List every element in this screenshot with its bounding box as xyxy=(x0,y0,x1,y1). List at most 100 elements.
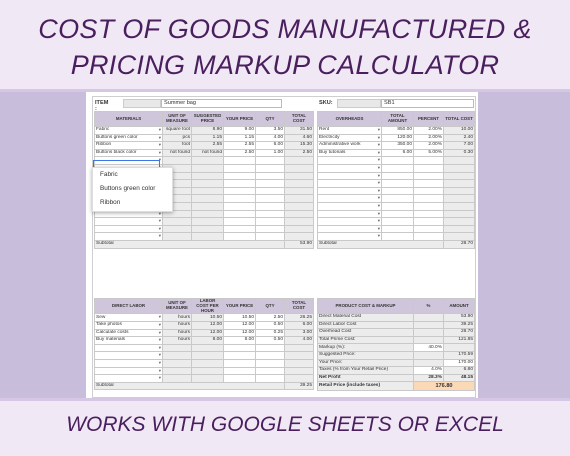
amount-cell[interactable]: 170.00 xyxy=(443,358,475,368)
amount-input[interactable] xyxy=(381,171,414,181)
percent-cell[interactable]: 40.0% xyxy=(413,343,444,352)
your-price-input[interactable] xyxy=(223,156,256,165)
qty-input[interactable] xyxy=(255,217,285,226)
percent-input[interactable] xyxy=(413,194,444,203)
qty-input[interactable] xyxy=(255,224,285,234)
dropdown-option[interactable]: Fabric xyxy=(100,171,118,178)
percent-input[interactable] xyxy=(413,186,444,196)
amount-input[interactable] xyxy=(381,194,414,203)
amount-input[interactable] xyxy=(381,224,414,234)
item-select[interactable]: Buy materials xyxy=(94,336,163,345)
amount-input[interactable] xyxy=(381,156,414,165)
qty-input[interactable] xyxy=(255,194,285,203)
overhead-select[interactable] xyxy=(317,179,382,188)
item-select[interactable]: Buttons black color xyxy=(94,148,163,158)
qty-input[interactable]: 6.00 xyxy=(255,141,285,150)
item-select[interactable] xyxy=(94,217,163,226)
your-price-input[interactable] xyxy=(223,358,256,368)
item-select[interactable]: Buttons green color xyxy=(94,133,163,143)
your-price-input[interactable]: 2.55 xyxy=(223,141,256,150)
amount-input[interactable] xyxy=(381,179,414,188)
your-price-input[interactable] xyxy=(223,366,256,376)
percent-input[interactable] xyxy=(413,179,444,188)
percent-input[interactable] xyxy=(413,171,444,181)
amount-input[interactable] xyxy=(381,217,414,226)
your-price-input[interactable] xyxy=(223,343,256,353)
your-price-input[interactable] xyxy=(223,224,256,234)
overhead-select[interactable] xyxy=(317,194,382,203)
qty-input[interactable]: 4.00 xyxy=(255,133,285,143)
item-select[interactable] xyxy=(94,343,163,353)
item-select[interactable]: Calculate costs xyxy=(94,328,163,338)
percent-input[interactable]: 2.00% xyxy=(413,126,444,135)
overhead-select[interactable] xyxy=(317,156,382,165)
your-price-input[interactable]: 1.15 xyxy=(223,133,256,143)
qty-input[interactable] xyxy=(255,351,285,360)
your-price-input[interactable]: 12.00 xyxy=(223,328,256,338)
qty-input[interactable]: 3.50 xyxy=(255,126,285,135)
percent-input[interactable] xyxy=(413,217,444,226)
your-price-input[interactable] xyxy=(223,209,256,219)
item-select[interactable] xyxy=(94,366,163,376)
your-price-input[interactable]: 2.50 xyxy=(223,148,256,158)
item-input[interactable]: Summer bag xyxy=(161,99,282,108)
overhead-select[interactable] xyxy=(317,186,382,196)
amount-input[interactable] xyxy=(381,201,414,211)
qty-input[interactable] xyxy=(255,201,285,211)
percent-input[interactable] xyxy=(413,163,444,173)
qty-input[interactable] xyxy=(255,232,285,241)
qty-input[interactable] xyxy=(255,156,285,165)
your-price-input[interactable] xyxy=(223,374,256,383)
your-price-input[interactable] xyxy=(223,351,256,360)
your-price-input[interactable] xyxy=(223,163,256,173)
percent-input[interactable] xyxy=(413,232,444,241)
qty-input[interactable] xyxy=(255,374,285,383)
item-select[interactable] xyxy=(94,374,163,383)
item-select[interactable]: Sew xyxy=(94,313,163,322)
overhead-select[interactable] xyxy=(317,201,382,211)
amount-input[interactable]: 850.00 xyxy=(381,126,414,135)
overhead-select[interactable]: Electricity xyxy=(317,133,382,143)
your-price-input[interactable]: 8.00 xyxy=(223,336,256,345)
item-select[interactable] xyxy=(94,224,163,234)
overhead-select[interactable] xyxy=(317,171,382,181)
qty-input[interactable]: 0.50 xyxy=(255,321,285,330)
percent-input[interactable] xyxy=(413,209,444,219)
percent-cell[interactable]: 4.0% xyxy=(413,366,444,375)
your-price-input[interactable] xyxy=(223,194,256,203)
percent-input[interactable]: 2.00% xyxy=(413,141,444,150)
item-select[interactable] xyxy=(94,351,163,360)
item-select[interactable] xyxy=(94,358,163,368)
qty-input[interactable]: 0.50 xyxy=(255,336,285,345)
overhead-select[interactable] xyxy=(317,224,382,234)
percent-input[interactable] xyxy=(413,201,444,211)
dropdown-option[interactable]: Ribbon xyxy=(100,199,121,206)
amount-input[interactable]: 120.00 xyxy=(381,133,414,143)
your-price-input[interactable]: 12.00 xyxy=(223,321,256,330)
qty-input[interactable] xyxy=(255,209,285,219)
amount-input[interactable]: 350.00 xyxy=(381,141,414,150)
qty-input[interactable]: 1.00 xyxy=(255,148,285,158)
your-price-input[interactable] xyxy=(223,186,256,196)
percent-input[interactable]: 2.00% xyxy=(413,133,444,143)
qty-input[interactable] xyxy=(255,343,285,353)
qty-input[interactable]: 2.50 xyxy=(255,313,285,322)
item-select[interactable]: Ribbon xyxy=(94,141,163,150)
overhead-select[interactable] xyxy=(317,209,382,219)
qty-input[interactable] xyxy=(255,171,285,181)
percent-input[interactable] xyxy=(413,224,444,234)
sku-input[interactable]: SB1 xyxy=(381,99,474,108)
your-price-input[interactable] xyxy=(223,201,256,211)
your-price-input[interactable]: 9.00 xyxy=(223,126,256,135)
qty-input[interactable] xyxy=(255,366,285,376)
item-select[interactable]: Fabric xyxy=(94,126,163,135)
amount-input[interactable] xyxy=(381,163,414,173)
percent-input[interactable] xyxy=(413,156,444,165)
your-price-input[interactable] xyxy=(223,179,256,188)
percent-input[interactable]: 5.00% xyxy=(413,148,444,158)
overhead-select[interactable]: Administrative work xyxy=(317,141,382,150)
qty-input[interactable] xyxy=(255,358,285,368)
item-select[interactable]: Take photos xyxy=(94,321,163,330)
your-price-input[interactable] xyxy=(223,171,256,181)
overhead-select[interactable]: Rent xyxy=(317,126,382,135)
